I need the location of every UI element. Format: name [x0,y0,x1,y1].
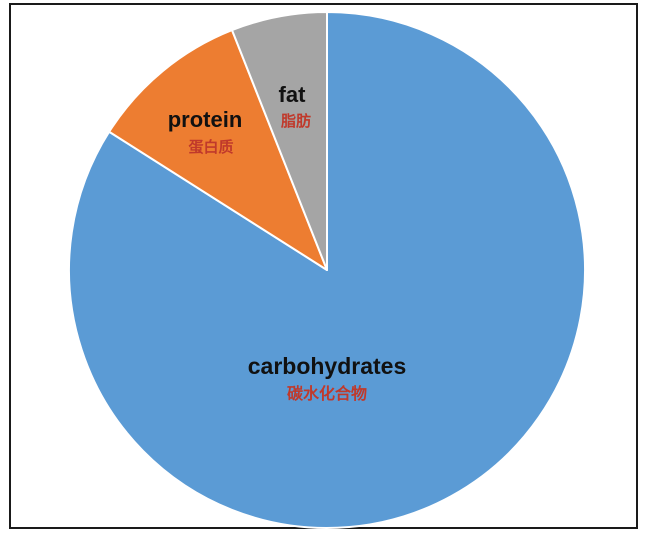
pie-slices [68,11,586,529]
pie-slice-carbohydrates [68,11,586,529]
protein-label: protein [168,107,243,132]
fat-label-zh: 脂肪 [281,112,311,130]
protein-label-zh: 蛋白质 [188,138,233,156]
pie-slice-protein [108,29,328,271]
carbohydrates-label: carbohydrates [248,353,407,379]
fat-label: fat [279,82,307,107]
pie-slice-fat [231,11,328,271]
carbohydrates-label-zh: 碳水化合物 [287,384,367,403]
